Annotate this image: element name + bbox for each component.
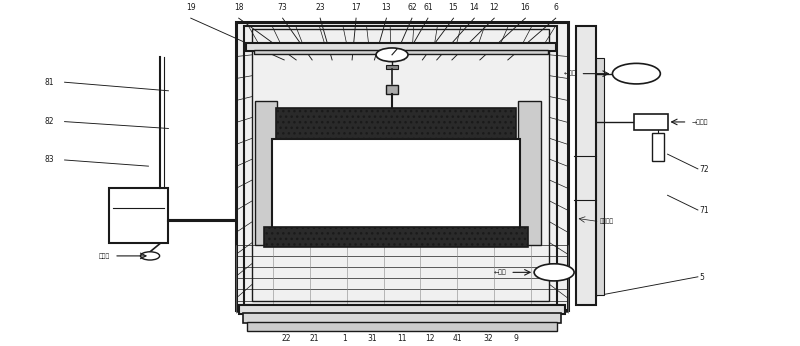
Bar xyxy=(246,322,557,330)
Bar xyxy=(386,85,398,94)
Bar xyxy=(246,43,556,51)
Text: 15: 15 xyxy=(449,3,458,12)
Text: 外框水浸: 外框水浸 xyxy=(600,219,614,225)
Circle shape xyxy=(534,264,574,281)
Bar xyxy=(518,101,541,245)
Bar xyxy=(254,101,277,245)
Text: 41: 41 xyxy=(453,334,462,343)
Bar xyxy=(238,304,565,314)
Text: 62: 62 xyxy=(407,3,417,12)
Circle shape xyxy=(613,63,660,84)
Bar xyxy=(386,65,398,69)
Text: 81: 81 xyxy=(45,78,54,87)
Bar xyxy=(596,58,604,295)
Text: 13: 13 xyxy=(382,3,391,12)
Text: 73: 73 xyxy=(278,3,287,12)
Text: 16: 16 xyxy=(521,3,530,12)
Circle shape xyxy=(376,48,408,62)
Text: ←气泡: ←气泡 xyxy=(494,270,506,275)
Text: 31: 31 xyxy=(367,334,377,343)
Text: 9: 9 xyxy=(514,334,518,343)
Text: 5: 5 xyxy=(699,273,704,282)
Text: 23: 23 xyxy=(315,3,325,12)
Text: 14: 14 xyxy=(470,3,479,12)
Bar xyxy=(651,133,664,161)
Text: 71: 71 xyxy=(699,206,709,215)
Bar xyxy=(236,22,568,310)
Text: 19: 19 xyxy=(186,3,195,12)
Text: 12: 12 xyxy=(426,334,435,343)
Bar xyxy=(634,114,667,130)
Bar xyxy=(272,139,520,228)
Text: 1: 1 xyxy=(342,334,346,343)
Bar xyxy=(276,108,516,140)
Text: 61: 61 xyxy=(423,3,433,12)
Text: 排气口: 排气口 xyxy=(99,253,110,259)
Text: 32: 32 xyxy=(483,334,493,343)
Circle shape xyxy=(141,252,160,260)
Text: 18: 18 xyxy=(234,3,243,12)
Text: 12: 12 xyxy=(490,3,499,12)
Bar xyxy=(254,51,548,54)
Bar xyxy=(264,227,528,247)
Bar xyxy=(252,29,550,301)
Bar xyxy=(109,189,169,243)
Text: 82: 82 xyxy=(45,117,54,126)
Text: 6: 6 xyxy=(554,3,558,12)
Text: ←气泡: ←气泡 xyxy=(564,71,577,76)
Text: 11: 11 xyxy=(397,334,406,343)
Text: →光电池: →光电池 xyxy=(691,119,708,125)
Bar xyxy=(244,26,558,305)
Text: 72: 72 xyxy=(699,165,709,174)
Text: 21: 21 xyxy=(310,334,319,343)
Text: 17: 17 xyxy=(351,3,361,12)
Bar xyxy=(576,26,596,305)
Text: 83: 83 xyxy=(45,155,54,164)
Text: 22: 22 xyxy=(282,334,291,343)
Bar xyxy=(242,313,561,323)
